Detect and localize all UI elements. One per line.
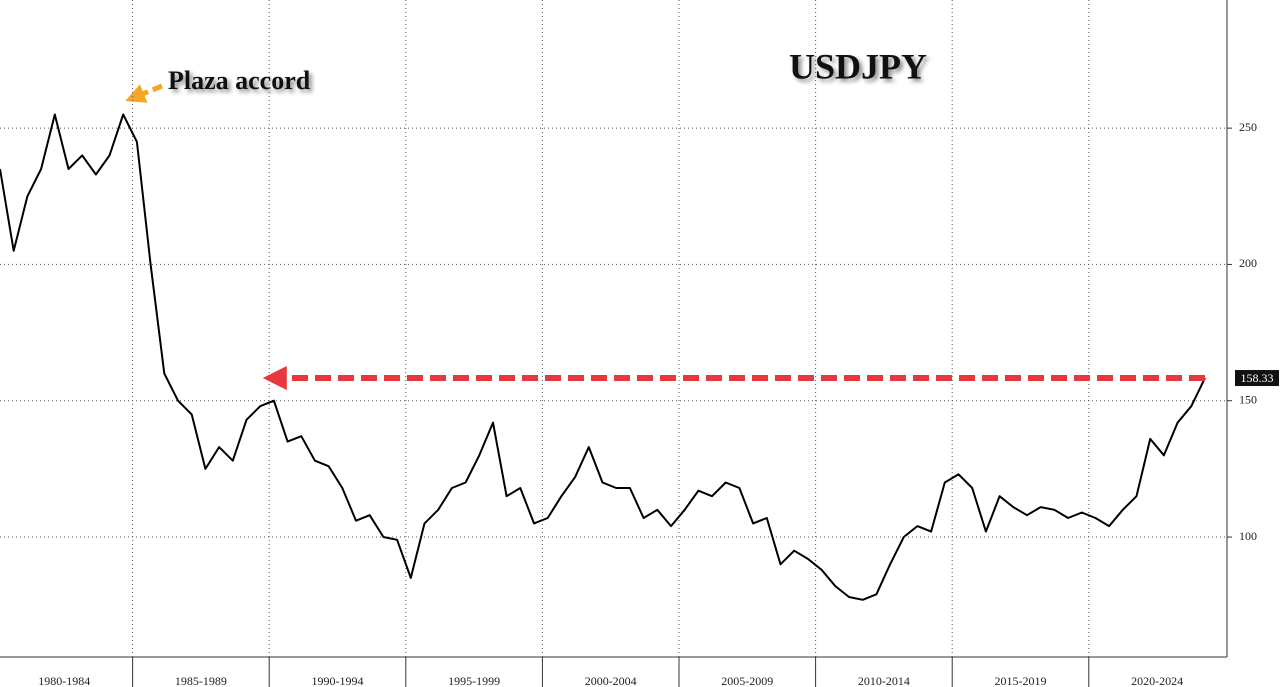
annotation-arrow	[125, 83, 163, 103]
x-tick-label: 2005-2009	[721, 674, 773, 687]
x-tick-label: 1980-1984	[38, 674, 90, 687]
x-tick-label: 1995-1999	[448, 674, 500, 687]
x-tick-label: 1990-1994	[312, 674, 364, 687]
y-tick-label: 250	[1239, 120, 1257, 134]
annotation: Plaza accord	[168, 66, 311, 95]
line	[0, 113, 1206, 601]
x-tick-label: 2020-2024	[1131, 674, 1183, 687]
y-tick-label: 150	[1239, 392, 1257, 406]
last-value-label: 158.33	[1241, 371, 1274, 385]
x-tick-label: 1985-1989	[175, 674, 227, 687]
y-tick-label: 200	[1239, 256, 1257, 270]
chart-title: USDJPY	[789, 46, 927, 86]
x-tick-label: 2015-2019	[995, 674, 1047, 687]
x-tick-label: 2010-2014	[858, 674, 910, 687]
x-tick-label: 2000-2004	[585, 674, 637, 687]
last-value-box	[1235, 370, 1279, 387]
y-tick-label: 100	[1239, 529, 1257, 543]
